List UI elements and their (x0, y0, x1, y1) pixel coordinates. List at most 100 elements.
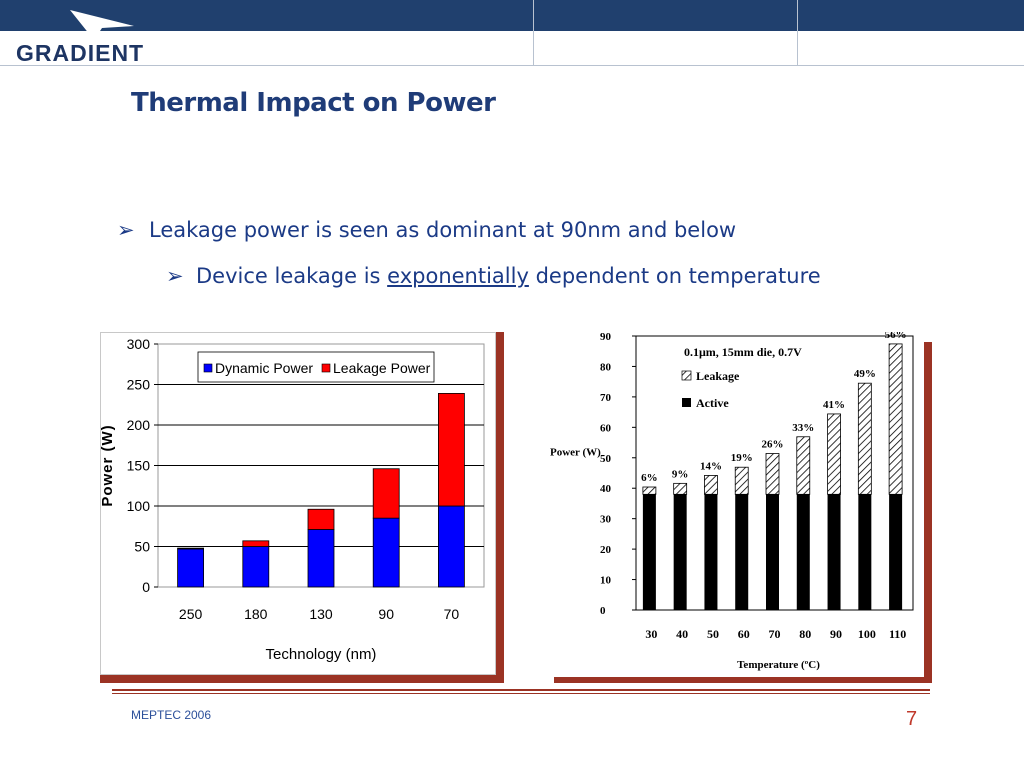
bar-active (796, 494, 810, 610)
bar-dynamic (437, 505, 465, 588)
technology-power-chart-panel: 0 50 100 150 200 250 300 Power (W) 250 180 130 90 70… (100, 332, 504, 683)
x-tick-label: 70 (769, 627, 781, 641)
bar-leakage (437, 393, 465, 507)
bar-leakage (704, 475, 718, 495)
bar-active (766, 494, 779, 610)
panel-shadow-bottom (554, 675, 932, 683)
panel-shadow-right (494, 332, 504, 683)
legend-box (197, 351, 435, 383)
logo-text: GRADIENT (16, 40, 145, 66)
x-tick-label: 100 (858, 627, 876, 641)
y-tick-label: 200 (127, 417, 151, 433)
chart-subtitle: 0.1μm, 15mm die, 0.7V (684, 345, 802, 359)
y-tick-label: 100 (127, 498, 151, 514)
y-tick-label: 20 (600, 544, 612, 556)
x-tick-label: 60 (738, 627, 750, 641)
percent-label: 6% (641, 472, 658, 484)
bar-leakage (642, 486, 657, 495)
x-tick-label: 90 (830, 627, 842, 641)
percent-label: 56% (885, 332, 907, 341)
arrow-bullet-icon: ➢ (117, 218, 135, 242)
temperature-power-chart: 0 10 20 30 40 50 60 70 80 90 Power (W) 6% 30 9% 40 14% 5… (550, 332, 914, 671)
bar-leakage (857, 382, 872, 495)
x-tick-label: 30 (645, 627, 657, 641)
percent-label: 26% (762, 439, 784, 451)
legend-label: Active (696, 396, 729, 410)
y-tick-label: 50 (134, 539, 150, 555)
bar-leakage (827, 413, 841, 495)
percent-label: 41% (823, 399, 845, 411)
y-tick-label: 50 (600, 453, 612, 465)
bar-leakage (242, 540, 270, 547)
y-tick-label: 0 (142, 579, 150, 595)
bullet-emphasis: exponentially (387, 264, 529, 288)
header-strip (0, 31, 1024, 66)
y-tick-label: 30 (600, 514, 612, 526)
y-tick-label: 70 (600, 392, 612, 404)
percent-label: 14% (700, 460, 722, 472)
bar-leakage (307, 508, 335, 530)
bar-active (827, 494, 841, 610)
legend-label: Leakage (696, 369, 740, 383)
panel-shadow-right (921, 342, 932, 683)
header-divider (533, 0, 534, 66)
y-tick-label: 60 (600, 422, 612, 434)
y-tick-label: 10 (600, 575, 612, 587)
y-tick-label: 90 (600, 332, 612, 343)
gradient-logo-icon (70, 10, 134, 40)
bullet-text: Leakage power is seen as dominant at 90n… (149, 218, 737, 242)
temperature-power-chart-panel: 0 10 20 30 40 50 60 70 80 90 Power (W) 6% 30 9% 40 14% 5… (548, 332, 932, 683)
bar-active (858, 494, 872, 610)
x-tick-label: 250 (179, 606, 203, 622)
x-tick-label: 80 (799, 627, 811, 641)
x-tick-label: 180 (244, 606, 268, 622)
x-tick-label: 40 (676, 627, 688, 641)
percent-label: 19% (731, 452, 753, 464)
bullet-text-after: dependent on temperature (528, 264, 821, 288)
bar-active (735, 494, 749, 610)
footer-rule (112, 689, 930, 691)
bullet-level-2: ➢ Device leakage is exponentially depende… (166, 264, 821, 288)
bar-dynamic (177, 548, 204, 588)
bar-leakage (734, 466, 749, 495)
bullet-level-1: ➢ Leakage power is seen as dominant at 90… (117, 218, 736, 242)
bar-active (673, 494, 687, 610)
bar-leakage (372, 468, 400, 519)
percent-label: 49% (854, 368, 876, 380)
legend-swatch (321, 363, 331, 373)
x-tick-label: 110 (889, 627, 906, 641)
y-axis-label: Power (W) (550, 447, 601, 459)
y-tick-label: 150 (127, 458, 151, 474)
bar-leakage (796, 436, 811, 495)
x-tick-label: 130 (309, 606, 333, 622)
footer-event: MEPTEC 2006 (131, 708, 212, 722)
legend-swatch (681, 370, 692, 381)
bullet-text-before: Device leakage is (196, 264, 388, 288)
y-tick-label: 40 (600, 483, 612, 495)
bar-leakage (888, 343, 903, 495)
y-tick-label: 300 (127, 336, 151, 352)
arrow-bullet-icon: ➢ (166, 264, 184, 288)
bar-leakage (765, 453, 780, 495)
x-tick-label: 90 (378, 606, 394, 622)
bar-leakage (177, 547, 204, 550)
panel-shadow-bottom (100, 673, 504, 683)
percent-label: 33% (792, 422, 814, 434)
percent-label: 9% (672, 468, 689, 480)
legend-swatch (682, 398, 691, 407)
technology-power-chart: 0 50 100 150 200 250 300 Power (W) 250 180 130 90 70… (100, 336, 485, 663)
legend-label: Dynamic Power (215, 360, 313, 376)
bar-dynamic (372, 517, 400, 588)
x-tick-label: 50 (707, 627, 719, 641)
legend-label: Leakage Power (333, 360, 431, 376)
x-axis-label: Temperature (ºC) (737, 659, 820, 671)
x-tick-label: 70 (444, 606, 460, 622)
bar-active (642, 494, 656, 610)
bar-leakage (673, 482, 688, 495)
bar-dynamic (307, 529, 335, 588)
slide-title: Thermal Impact on Power (131, 88, 496, 118)
bar-active (889, 494, 903, 610)
y-tick-label: 0 (600, 605, 606, 617)
bar-active (704, 494, 718, 610)
header-bar (0, 0, 1024, 31)
